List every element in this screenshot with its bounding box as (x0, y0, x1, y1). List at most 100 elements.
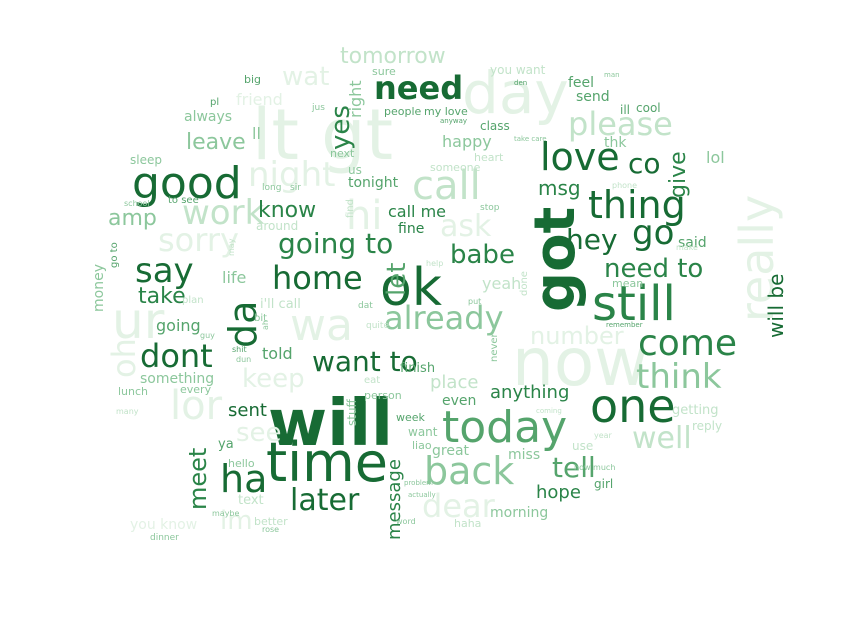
word: wat (282, 62, 330, 92)
word: place (430, 372, 479, 393)
word: i'll call (260, 297, 301, 312)
word: reply (692, 419, 723, 433)
word: something (140, 371, 215, 387)
word: morning (490, 505, 549, 521)
word: hey (566, 223, 618, 256)
word: night (248, 155, 336, 195)
word: co (628, 147, 661, 180)
word: done (519, 271, 530, 296)
word: day (462, 59, 569, 127)
word: many (116, 407, 139, 416)
word: heart (474, 151, 504, 164)
word: every (180, 383, 212, 396)
word: even (442, 393, 477, 409)
word: well (632, 421, 692, 456)
word: thing (588, 183, 686, 227)
word: sorry (158, 221, 239, 259)
word: ll (252, 124, 261, 143)
word: ask (440, 209, 492, 244)
word: back (424, 449, 515, 493)
word: ya (218, 437, 234, 452)
word: use (572, 439, 594, 453)
word: feel (568, 75, 595, 91)
word: take care (514, 135, 547, 143)
word: will (268, 387, 393, 461)
word: year (594, 431, 612, 440)
word: class (480, 119, 510, 133)
word: how much (574, 463, 616, 472)
word: today (442, 402, 568, 453)
word: call (412, 163, 481, 209)
word: babe (450, 240, 515, 270)
word: guy (200, 331, 215, 340)
word: around (256, 219, 299, 233)
word: going to (278, 227, 394, 260)
word: now (512, 324, 649, 401)
word: anything (490, 382, 570, 403)
word: one (590, 379, 676, 433)
word: msg (538, 176, 581, 200)
word: said (678, 235, 707, 251)
word: friend (236, 90, 283, 109)
word: always (184, 109, 233, 125)
word: dun (236, 355, 252, 364)
word: still (592, 276, 676, 332)
word: leave (186, 130, 246, 155)
word: dat (358, 301, 373, 311)
word: liao (412, 439, 432, 452)
word: meet (184, 447, 212, 510)
word: dinner (150, 533, 179, 543)
word: jus (312, 103, 325, 113)
word: think (636, 357, 722, 397)
word: lunch (118, 385, 149, 398)
word: im (220, 506, 253, 536)
word: cool (636, 101, 661, 115)
word: sure (372, 65, 396, 78)
word: hello (228, 457, 255, 470)
word: next (330, 147, 355, 160)
word: put (468, 297, 482, 306)
word: tell (552, 451, 596, 484)
word: bit (254, 313, 268, 324)
word: ur (112, 292, 165, 350)
word: fine (398, 221, 425, 237)
word: never (489, 333, 500, 362)
word: ah (261, 320, 270, 330)
word: someone (430, 161, 481, 174)
word: pl (210, 97, 220, 108)
word: hope (536, 482, 581, 503)
word: life (222, 268, 247, 287)
word: eat (364, 375, 381, 386)
word: go (632, 213, 675, 253)
word: message (384, 459, 405, 540)
word: oh (105, 338, 143, 378)
word: make (676, 243, 698, 252)
word: happy (442, 132, 492, 151)
word: please (568, 105, 673, 143)
word: better (254, 515, 288, 528)
word: getting (672, 403, 719, 418)
word: love (540, 135, 620, 179)
word: ill (620, 103, 631, 117)
word: go to (109, 242, 120, 268)
word: man (604, 71, 620, 79)
word: anyway (440, 117, 468, 125)
word: people (384, 105, 422, 118)
word: dont (140, 337, 213, 375)
word: maybe (212, 509, 240, 518)
word: plan (182, 295, 204, 306)
word: stop (480, 203, 500, 213)
word: home (272, 259, 363, 297)
word: later (290, 483, 360, 518)
word: want to (312, 345, 418, 378)
word: send (576, 89, 610, 105)
word: week (396, 411, 425, 424)
word: school (124, 199, 150, 208)
word: remember (606, 321, 643, 329)
word: haha (454, 517, 482, 530)
word: time (266, 431, 389, 494)
word: you know (130, 517, 198, 533)
word: long (262, 183, 282, 193)
word: ok (380, 258, 442, 318)
